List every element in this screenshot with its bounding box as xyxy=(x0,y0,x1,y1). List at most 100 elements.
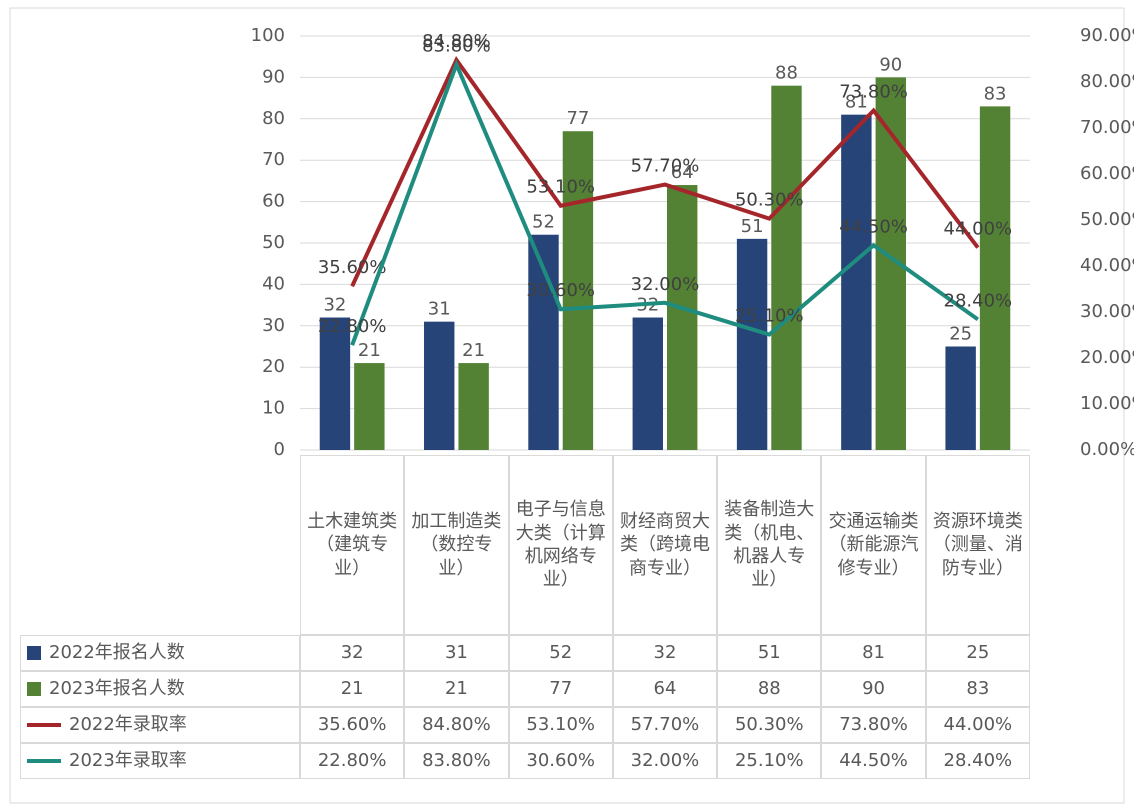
bar xyxy=(771,85,802,451)
legend-entry: 2023年录取率 xyxy=(20,743,300,779)
y2-tick-label: 10.00% xyxy=(1080,393,1134,414)
table-cell: 57.70% xyxy=(612,707,718,743)
y2-tick-label: 0.00% xyxy=(1080,439,1134,460)
table-cell: 52 xyxy=(508,635,613,671)
legend-entry: 2022年录取率 xyxy=(20,707,300,743)
y-tick-label: 90 xyxy=(262,66,285,87)
legend-key xyxy=(27,723,61,727)
y-tick-label: 50 xyxy=(262,232,285,253)
legend-label: 2022年报名人数 xyxy=(49,642,185,664)
data-label: 30.60% xyxy=(526,280,595,301)
table-cell: 51 xyxy=(717,635,822,671)
data-label: 22.80% xyxy=(318,316,387,337)
data-label: 31 xyxy=(428,299,451,320)
y2-tick-label: 70.00% xyxy=(1080,117,1134,138)
data-label: 44.50% xyxy=(839,216,908,237)
table-cell: 32 xyxy=(612,635,718,671)
legend-key xyxy=(27,682,41,696)
table-cell: 32 xyxy=(300,635,405,671)
data-label: 90 xyxy=(879,54,902,75)
data-label: 21 xyxy=(462,340,485,361)
y-tick-label: 0 xyxy=(274,439,285,460)
data-label: 81 xyxy=(845,92,868,113)
table-cell: 84.80% xyxy=(404,707,509,743)
y2-tick-label: 40.00% xyxy=(1080,255,1134,276)
data-label: 21 xyxy=(358,340,381,361)
data-label: 51 xyxy=(741,216,764,237)
category-label: 财经商贸大类（跨境电商专业） xyxy=(612,455,718,635)
chart-border xyxy=(9,7,1125,804)
y-tick-label: 70 xyxy=(262,149,285,170)
category-label: 资源环境类（测量、消防专业） xyxy=(925,455,1030,635)
bar xyxy=(632,317,663,450)
y-tick-label: 10 xyxy=(262,398,285,419)
y-tick-label: 30 xyxy=(262,315,285,336)
data-label: 25 xyxy=(949,324,972,345)
bar xyxy=(667,185,698,451)
table-cell: 28.40% xyxy=(925,743,1030,779)
category-label: 交通运输类（新能源汽修专业） xyxy=(821,455,926,635)
legend-key xyxy=(27,759,61,763)
bar xyxy=(458,363,489,450)
table-cell: 88 xyxy=(717,671,822,707)
legend-entry: 2022年报名人数 xyxy=(20,635,300,671)
table-cell: 53.10% xyxy=(508,707,613,743)
table-cell: 44.50% xyxy=(821,743,926,779)
legend-label: 2023年报名人数 xyxy=(49,678,185,700)
table-cell: 64 xyxy=(612,671,718,707)
table-cell: 35.60% xyxy=(300,707,405,743)
category-label: 土木建筑类（建筑专业） xyxy=(300,455,405,635)
data-label: 50.30% xyxy=(735,190,804,211)
table-cell: 32.00% xyxy=(612,743,718,779)
category-label: 加工制造类（数控专业） xyxy=(404,455,509,635)
y2-tick-label: 90.00% xyxy=(1080,25,1134,46)
table-cell: 21 xyxy=(404,671,509,707)
data-label: 44.00% xyxy=(944,219,1013,240)
legend-entry: 2023年报名人数 xyxy=(20,671,300,707)
data-label: 64 xyxy=(671,162,694,183)
bar xyxy=(841,114,872,450)
data-label: 35.60% xyxy=(318,257,387,278)
category-label: 电子与信息大类（计算机网络专业） xyxy=(508,455,613,635)
table-cell: 90 xyxy=(821,671,926,707)
legend-label: 2023年录取率 xyxy=(69,750,187,772)
table-cell: 44.00% xyxy=(925,707,1030,743)
y-tick-label: 60 xyxy=(262,191,285,212)
y-tick-label: 80 xyxy=(262,108,285,129)
data-label: 88 xyxy=(775,63,798,84)
y-tick-label: 40 xyxy=(262,273,285,294)
data-label: 53.10% xyxy=(526,177,595,198)
y2-tick-label: 80.00% xyxy=(1080,71,1134,92)
bar xyxy=(945,346,976,450)
data-label: 28.40% xyxy=(944,290,1013,311)
data-label: 32 xyxy=(323,295,346,316)
y-tick-label: 20 xyxy=(262,356,285,377)
table-cell: 31 xyxy=(404,635,509,671)
bar xyxy=(319,317,351,450)
data-label: 57.70% xyxy=(631,156,700,177)
data-label: 83.80% xyxy=(422,36,491,57)
table-cell: 21 xyxy=(300,671,405,707)
table-cell: 73.80% xyxy=(821,707,926,743)
data-label: 84.80% xyxy=(422,31,491,52)
y2-tick-label: 30.00% xyxy=(1080,301,1134,322)
table-cell: 50.30% xyxy=(717,707,822,743)
line-series xyxy=(350,59,980,346)
bar xyxy=(979,106,1011,450)
table-cell: 30.60% xyxy=(508,743,613,779)
table-cell: 83.80% xyxy=(404,743,509,779)
bar xyxy=(562,131,594,450)
y2-tick-label: 60.00% xyxy=(1080,163,1134,184)
data-label: 52 xyxy=(532,212,555,233)
y-tick-label: 100 xyxy=(251,25,285,46)
bar xyxy=(424,321,455,450)
y2-tick-label: 20.00% xyxy=(1080,347,1134,368)
bar xyxy=(354,363,385,450)
table-cell: 83 xyxy=(925,671,1030,707)
data-label: 25.10% xyxy=(735,306,804,327)
table-cell: 81 xyxy=(821,635,926,671)
table-cell: 22.80% xyxy=(300,743,405,779)
legend-key xyxy=(27,646,41,660)
table-cell: 25.10% xyxy=(717,743,822,779)
